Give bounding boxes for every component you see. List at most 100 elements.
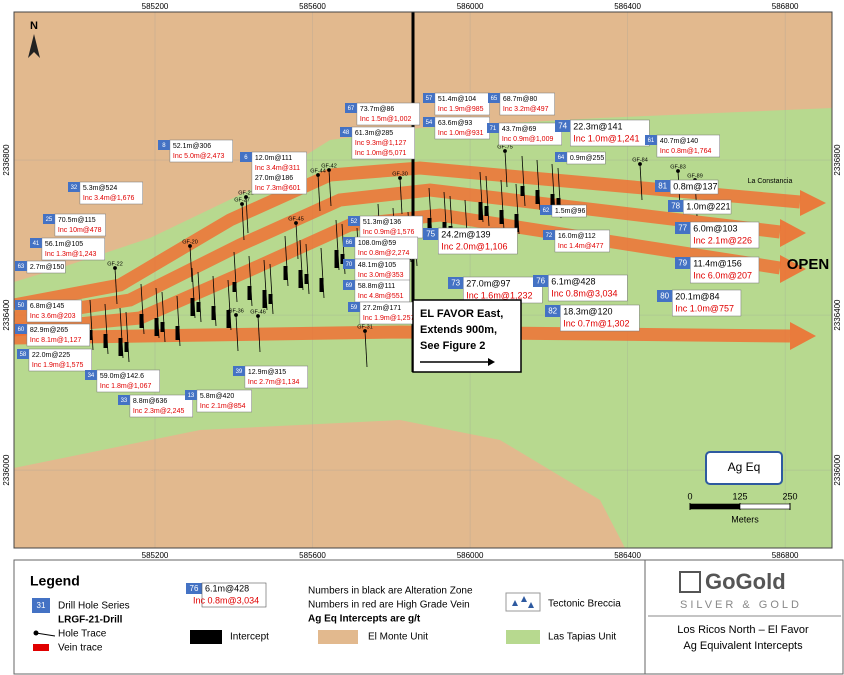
hole-badge — [655, 180, 671, 192]
hole-collar — [327, 168, 331, 172]
callout-box — [499, 92, 555, 116]
intercept-text: Inc 2.1m@226 — [693, 235, 752, 245]
hole-badge — [348, 302, 360, 312]
intercept-text: Inc 4.8m@551 — [358, 293, 404, 300]
hole-badge — [423, 117, 435, 127]
intercept-text: 11.4m@156 — [693, 258, 742, 268]
vein-arrow — [14, 325, 791, 345]
callout-box — [690, 256, 760, 284]
intercept-text: 82.9m@265 — [30, 327, 68, 334]
scale-label: 0 — [687, 491, 692, 501]
intercept-text: Inc 1.6m@1,232 — [466, 290, 532, 300]
legend-text: Las Tapias Unit — [548, 632, 616, 643]
intercept-text: 1.5m@96 — [555, 208, 586, 215]
hole-trace — [364, 330, 368, 368]
hole-badge — [158, 140, 170, 150]
hole-badge — [345, 103, 357, 113]
hole-number: 41 — [33, 241, 40, 247]
hole-number: 73 — [451, 279, 460, 288]
note-line: See Figure 2 — [420, 340, 485, 352]
hole-label: GF-36 — [228, 308, 244, 314]
hole-label: GF-31 — [357, 324, 373, 330]
hole-number: 82 — [548, 307, 557, 316]
callout-box — [251, 151, 307, 195]
hole-trace — [233, 251, 238, 303]
hole-trace — [161, 291, 166, 343]
hole-collar — [398, 176, 402, 180]
hole-number: 25 — [46, 217, 53, 223]
intercept-text: 63.6m@93 — [438, 120, 472, 127]
hole-badge — [555, 152, 567, 162]
hole-badge — [540, 205, 552, 215]
callout: 69 58.8m@111 Inc 4.8m@551 — [343, 279, 410, 303]
intercept-text: 6.0m@103 — [693, 223, 737, 233]
intercept-text: Inc 1.9m@1,257 — [363, 315, 415, 322]
legend-frame — [13, 559, 646, 675]
tapias-symbol — [506, 630, 540, 644]
hole-number: 76 — [536, 277, 545, 286]
callout: 64 0.9m@255 — [555, 151, 606, 165]
callout: 50 6.8m@145 Inc 3.6m@203 — [15, 299, 82, 323]
callout-box — [434, 92, 490, 116]
hole-collar — [503, 149, 507, 153]
intercept — [196, 302, 201, 312]
map-frame — [13, 11, 833, 549]
sample-callout — [201, 582, 267, 608]
hole-trace — [197, 271, 202, 323]
north-label: N — [30, 20, 38, 32]
callout: 79 11.4m@156 Inc 6.0m@207 — [675, 256, 760, 284]
ag-eq-box — [705, 451, 783, 485]
intercept-text: Inc 2.3m@2,245 — [133, 408, 185, 415]
intercept-text: 5.8m@420 — [200, 393, 234, 400]
intercept-text: 59.0m@142.6 — [100, 373, 144, 380]
intercept — [334, 250, 339, 268]
hole-number: 8 — [162, 143, 166, 149]
hole-trace — [189, 245, 193, 283]
callout: 41 56.1m@105 Inc 1.3m@1,243 — [30, 237, 105, 261]
intercept-text: Inc 0.7m@1,302 — [563, 318, 629, 328]
intercept-text: Inc 1.9m@985 — [438, 106, 484, 113]
hole-badge — [343, 259, 355, 269]
hole-label: GF-22 — [107, 261, 123, 267]
intercept-text: Inc 1.0m@931 — [438, 130, 484, 137]
intercept — [247, 286, 252, 300]
callout: 8 52.1m@306 Inc 5.0m@2,473 — [158, 139, 233, 163]
coordinate-ticks: 5852005852005856005856005860005860005864… — [2, 2, 842, 560]
hole-trace — [639, 163, 643, 201]
breccia-symbol — [512, 600, 518, 606]
y-tick-label: 2336800 — [2, 144, 11, 176]
callout-box — [438, 227, 518, 255]
intercept-text: Inc 10m@478 — [58, 227, 102, 234]
hole-number: 33 — [121, 398, 128, 404]
hole-number: 50 — [18, 303, 25, 309]
callout-box — [356, 102, 420, 126]
legend: Legend 31 Drill Hole Series LRGF-21-Dril… — [13, 559, 646, 675]
intercept-text: 70.5m@115 — [58, 217, 96, 224]
x-tick-label: 586000 — [457, 551, 484, 560]
callout: 61 40.7m@140 Inc 0.8m@1,764 — [645, 134, 720, 158]
hole-number: 66 — [346, 240, 353, 246]
series-box — [32, 598, 50, 613]
note-line: Extends 900m, — [420, 324, 497, 336]
callout: 25 70.5m@115 Inc 10m@478 — [43, 213, 106, 237]
hole-trace — [269, 263, 274, 315]
callout: 71 43.7m@69 Inc 0.9m@1,009 — [487, 122, 562, 146]
callout-box — [26, 323, 90, 347]
callout-box — [79, 181, 143, 205]
hole-trace — [328, 169, 332, 207]
arrowhead — [790, 322, 816, 350]
hole-trace — [125, 311, 130, 363]
el-monte-area — [14, 420, 625, 548]
arrowhead — [780, 219, 806, 247]
hole-number: 80 — [660, 292, 669, 301]
y-tick-label: 2336800 — [833, 144, 842, 176]
callout: 48 61.3m@285 Inc 9.3m@1,127 Inc 1.0m@5,071 — [340, 126, 415, 160]
hole-label: GF-20 — [182, 239, 198, 245]
hole-number: 67 — [348, 106, 355, 112]
scale-block: Ag Eq 0 125 250 Meters — [687, 451, 798, 524]
callout: 78 1.0m@221 — [668, 199, 732, 215]
hole-label: GF-46 — [250, 309, 266, 315]
hole-badge — [68, 182, 80, 192]
callout: 13 5.8m@420 Inc 2.1m@854 — [185, 389, 252, 413]
legend-text: LRGF-21-Drill — [58, 615, 123, 626]
